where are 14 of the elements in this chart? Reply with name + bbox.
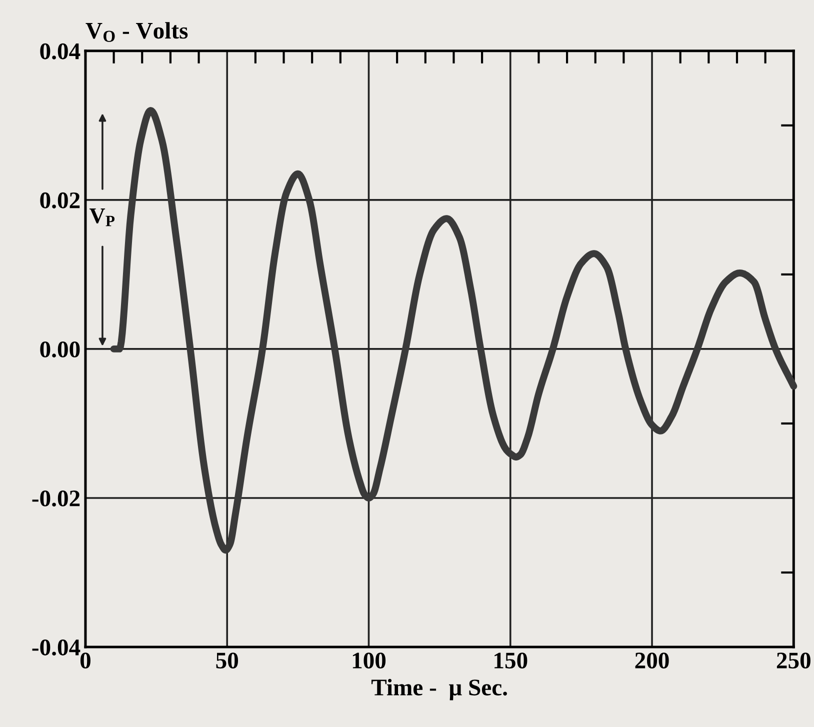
x-tick-label: 50 — [216, 652, 238, 669]
y-axis-title: V$_{O}$ - Volts — [86, 22, 188, 42]
x-tick-label: 250 — [776, 652, 810, 669]
x-tick-label: 200 — [635, 652, 669, 669]
y-tick-label: -0.04 — [32, 640, 80, 656]
y-tick-label: 0.00 — [40, 341, 80, 358]
x-tick-label: 100 — [352, 652, 386, 669]
x-tick-label: 150 — [494, 652, 528, 669]
y-tick-label: 0.02 — [40, 192, 80, 208]
y-tick-label: 0.04 — [40, 43, 80, 60]
x-axis-title: Time - μ Sec. — [371, 678, 507, 700]
y-tick-label: -0.02 — [32, 490, 80, 507]
x-tick-label: 0 — [80, 652, 90, 669]
annotation: V$_{P}$ — [89, 208, 115, 226]
